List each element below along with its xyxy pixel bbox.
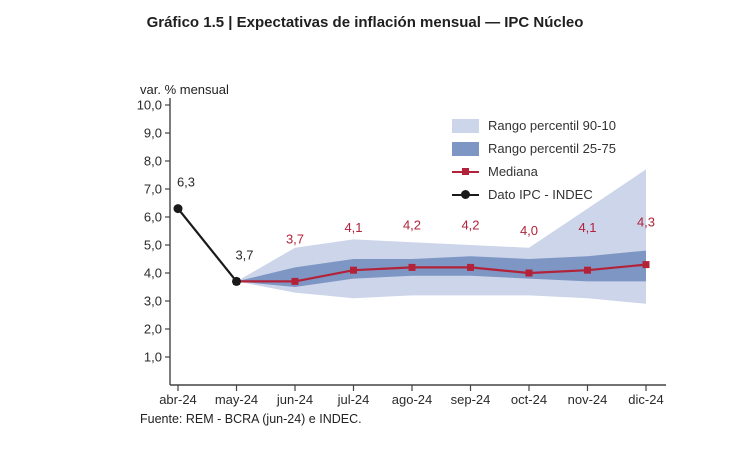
svg-text:dic-24: dic-24 [628,392,663,407]
svg-text:4,0: 4,0 [144,266,162,281]
svg-text:nov-24: nov-24 [568,392,608,407]
percentile-25-75-swatch-icon [452,141,479,156]
legend-item-dato-ipc-indec: Dato IPC - INDEC [452,187,616,202]
percentile-90-10-swatch-icon [452,118,479,133]
median-line-swatch-icon [452,165,479,179]
svg-text:8,0: 8,0 [144,154,162,169]
svg-text:7,0: 7,0 [144,182,162,197]
svg-text:4,2: 4,2 [461,217,479,232]
svg-text:4,0: 4,0 [520,223,538,238]
chart-legend: Rango percentil 90-10 Rango percentil 25… [452,118,616,202]
svg-text:4,2: 4,2 [403,217,421,232]
svg-text:3,7: 3,7 [235,247,253,262]
legend-item-label: Rango percentil 90-10 [488,118,616,133]
y-axis-unit-label: var. % mensual [140,82,229,97]
svg-text:9,0: 9,0 [144,126,162,141]
svg-text:3,7: 3,7 [286,231,304,246]
svg-text:oct-24: oct-24 [511,392,547,407]
source-note: Fuente: REM - BCRA (jun-24) e INDEC. [140,412,362,426]
chart-title: Gráfico 1.5 | Expectativas de inflación … [146,14,584,31]
svg-text:4,3: 4,3 [637,215,655,230]
svg-text:6,3: 6,3 [177,175,195,190]
svg-text:ago-24: ago-24 [392,392,432,407]
legend-item-percentile-25-75: Rango percentil 25-75 [452,141,616,156]
svg-text:jul-24: jul-24 [337,392,370,407]
ipc-line-swatch-icon [452,188,479,202]
svg-text:abr-24: abr-24 [159,392,197,407]
svg-text:4,1: 4,1 [578,220,596,235]
svg-text:may-24: may-24 [215,392,258,407]
legend-item-label: Dato IPC - INDEC [488,187,593,202]
svg-text:4,1: 4,1 [344,220,362,235]
svg-text:5,0: 5,0 [144,238,162,253]
legend-item-label: Mediana [488,164,538,179]
svg-text:3,0: 3,0 [144,294,162,309]
svg-text:6,0: 6,0 [144,210,162,225]
svg-text:2,0: 2,0 [144,322,162,337]
legend-item-mediana: Mediana [452,164,616,179]
svg-text:1,0: 1,0 [144,350,162,365]
svg-text:jun-24: jun-24 [276,392,313,407]
svg-text:sep-24: sep-24 [451,392,491,407]
legend-item-label: Rango percentil 25-75 [488,141,616,156]
legend-item-percentile-90-10: Rango percentil 90-10 [452,118,616,133]
svg-text:10,0: 10,0 [137,98,162,113]
